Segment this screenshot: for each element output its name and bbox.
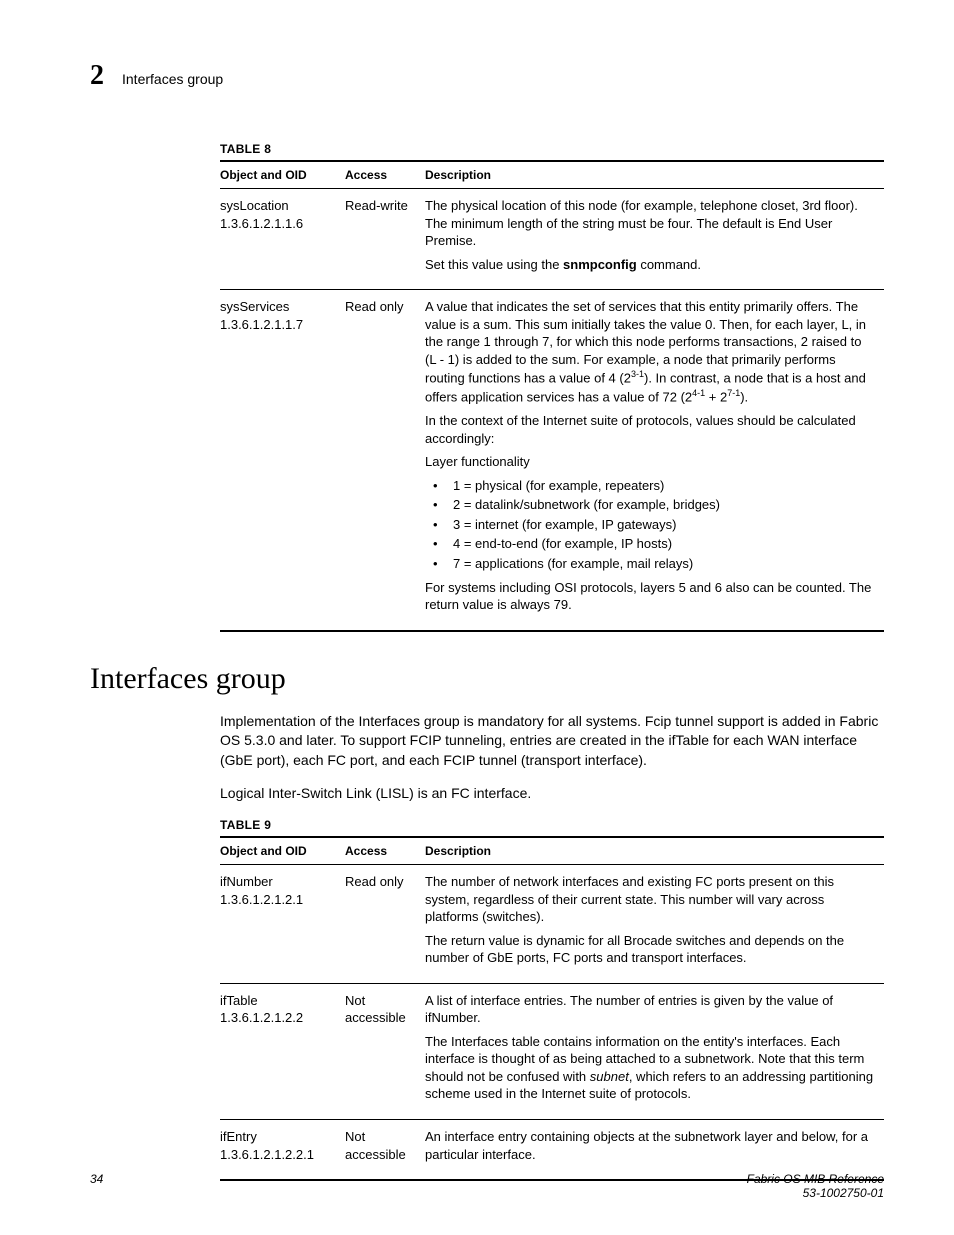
cell-access: Not accessible: [345, 983, 425, 1119]
desc-para: The number of network interfaces and exi…: [425, 873, 874, 926]
list-item: 1 = physical (for example, repeaters): [425, 477, 874, 495]
table9-header-row: Object and OID Access Description: [220, 837, 884, 865]
desc-para: A list of interface entries. The number …: [425, 992, 874, 1027]
cell-access: Read-write: [345, 189, 425, 290]
object-oid: 1.3.6.1.2.1.2.2: [220, 1009, 335, 1027]
cell-object: sysServices 1.3.6.1.2.1.1.7: [220, 290, 345, 631]
table8-label: TABLE 8: [220, 142, 884, 156]
cell-access: Read only: [345, 290, 425, 631]
object-name: ifEntry: [220, 1128, 335, 1146]
table9: Object and OID Access Description ifNumb…: [220, 836, 884, 1181]
page-number: 34: [90, 1172, 103, 1200]
table8: Object and OID Access Description sysLoc…: [220, 160, 884, 632]
command-name: snmpconfig: [563, 257, 637, 272]
section-paragraph: Implementation of the Interfaces group i…: [220, 712, 884, 771]
table8-col-object: Object and OID: [220, 161, 345, 189]
cell-description: An interface entry containing objects at…: [425, 1119, 884, 1180]
table-row: ifEntry 1.3.6.1.2.1.2.2.1 Not accessible…: [220, 1119, 884, 1180]
cell-object: ifTable 1.3.6.1.2.1.2.2: [220, 983, 345, 1119]
chapter-number: 2: [90, 60, 104, 92]
list-item: 2 = datalink/subnetwork (for example, br…: [425, 496, 874, 514]
interfaces-group-heading: Interfaces group: [90, 662, 884, 696]
footer-ref-number: 53-1002750-01: [747, 1186, 884, 1200]
superscript: 4-1: [692, 388, 705, 398]
desc-para: For systems including OSI protocols, lay…: [425, 579, 874, 614]
table8-col-access: Access: [345, 161, 425, 189]
table8-header-row: Object and OID Access Description: [220, 161, 884, 189]
cell-description: The number of network interfaces and exi…: [425, 864, 884, 983]
desc-text: Set this value using the: [425, 257, 563, 272]
table-row: ifTable 1.3.6.1.2.1.2.2 Not accessible A…: [220, 983, 884, 1119]
footer-reference: Fabric OS MIB Reference 53-1002750-01: [747, 1172, 884, 1200]
table8-block: TABLE 8 Object and OID Access Descriptio…: [220, 142, 884, 632]
desc-para: An interface entry containing objects at…: [425, 1128, 874, 1163]
italic-term: subnet: [590, 1069, 629, 1084]
layer-bullets: 1 = physical (for example, repeaters) 2 …: [425, 477, 874, 573]
header-title: Interfaces group: [122, 71, 223, 87]
page-header: 2 Interfaces group: [90, 60, 884, 92]
table-row: sysServices 1.3.6.1.2.1.1.7 Read only A …: [220, 290, 884, 631]
table-row: ifNumber 1.3.6.1.2.1.2.1 Read only The n…: [220, 864, 884, 983]
object-oid: 1.3.6.1.2.1.1.6: [220, 215, 335, 233]
desc-text: + 2: [705, 390, 727, 405]
layer-label: Layer functionality: [425, 453, 874, 471]
table-row: sysLocation 1.3.6.1.2.1.1.6 Read-write T…: [220, 189, 884, 290]
desc-para: In the context of the Internet suite of …: [425, 412, 874, 447]
table9-label: TABLE 9: [220, 818, 884, 832]
table9-block: TABLE 9 Object and OID Access Descriptio…: [220, 818, 884, 1181]
cell-access: Not accessible: [345, 1119, 425, 1180]
cell-object: ifNumber 1.3.6.1.2.1.2.1: [220, 864, 345, 983]
list-item: 3 = internet (for example, IP gateways): [425, 516, 874, 534]
desc-text: ).: [740, 390, 748, 405]
desc-para: The physical location of this node (for …: [425, 197, 874, 250]
table9-col-description: Description: [425, 837, 884, 865]
desc-para: The return value is dynamic for all Broc…: [425, 932, 874, 967]
object-name: sysLocation: [220, 197, 335, 215]
desc-para: A value that indicates the set of servic…: [425, 298, 874, 406]
list-item: 4 = end-to-end (for example, IP hosts): [425, 535, 874, 553]
desc-para: The Interfaces table contains informatio…: [425, 1033, 874, 1103]
object-name: sysServices: [220, 298, 335, 316]
object-name: ifNumber: [220, 873, 335, 891]
superscript: 7-1: [727, 388, 740, 398]
desc-text: command.: [637, 257, 701, 272]
table8-col-description: Description: [425, 161, 884, 189]
cell-description: A value that indicates the set of servic…: [425, 290, 884, 631]
footer-ref-title: Fabric OS MIB Reference: [747, 1172, 884, 1186]
object-name: ifTable: [220, 992, 335, 1010]
superscript: 3-1: [631, 369, 644, 379]
cell-access: Read only: [345, 864, 425, 983]
cell-description: A list of interface entries. The number …: [425, 983, 884, 1119]
section-paragraph: Logical Inter-Switch Link (LISL) is an F…: [220, 784, 884, 804]
table9-col-object: Object and OID: [220, 837, 345, 865]
page-footer: 34 Fabric OS MIB Reference 53-1002750-01: [90, 1172, 884, 1200]
table9-col-access: Access: [345, 837, 425, 865]
cell-object: ifEntry 1.3.6.1.2.1.2.2.1: [220, 1119, 345, 1180]
object-oid: 1.3.6.1.2.1.2.2.1: [220, 1146, 335, 1164]
object-oid: 1.3.6.1.2.1.1.7: [220, 316, 335, 334]
desc-para: Set this value using the snmpconfig comm…: [425, 256, 874, 274]
cell-object: sysLocation 1.3.6.1.2.1.1.6: [220, 189, 345, 290]
object-oid: 1.3.6.1.2.1.2.1: [220, 891, 335, 909]
list-item: 7 = applications (for example, mail rela…: [425, 555, 874, 573]
cell-description: The physical location of this node (for …: [425, 189, 884, 290]
